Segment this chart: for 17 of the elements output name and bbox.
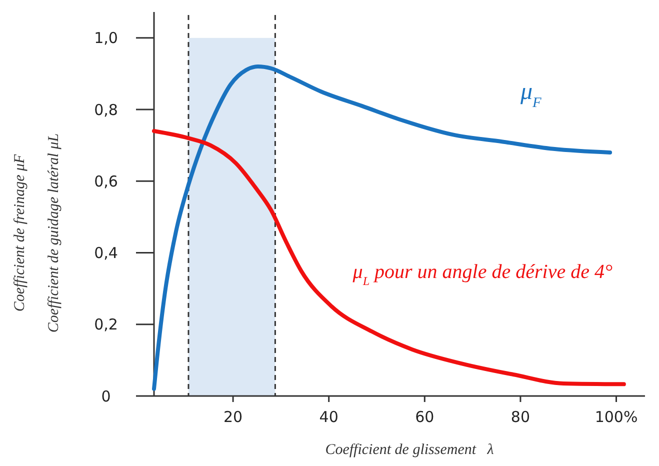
series-label: μ$_{F}$	[519, 78, 542, 111]
x-tick-label: 60	[415, 408, 434, 426]
x-axis-title: Coefficient de glissement λ	[325, 442, 494, 458]
y-tick-label: 1,0	[94, 29, 118, 48]
y-tick-label: 0,8	[94, 100, 118, 119]
line-series	[152, 64, 612, 391]
text: Coefficient de freinage μF Coefficient de guidage latéral μL	[12, 133, 62, 333]
x-tick-label: 40	[319, 408, 338, 426]
x-tick-label: 80	[510, 408, 530, 426]
series-label: μ$_{L}$ pour un angle de dérive de 4°	[352, 260, 612, 288]
line-series	[152, 129, 626, 386]
x-tick-label: 100%	[594, 408, 638, 426]
y-tick-label: 0	[101, 387, 111, 406]
y-tick-label: 0,4	[94, 244, 118, 262]
x-tick-label: 20	[223, 408, 243, 426]
y-tick-label: 0,6	[94, 172, 118, 190]
y-tick-label: 0,2	[94, 316, 118, 334]
